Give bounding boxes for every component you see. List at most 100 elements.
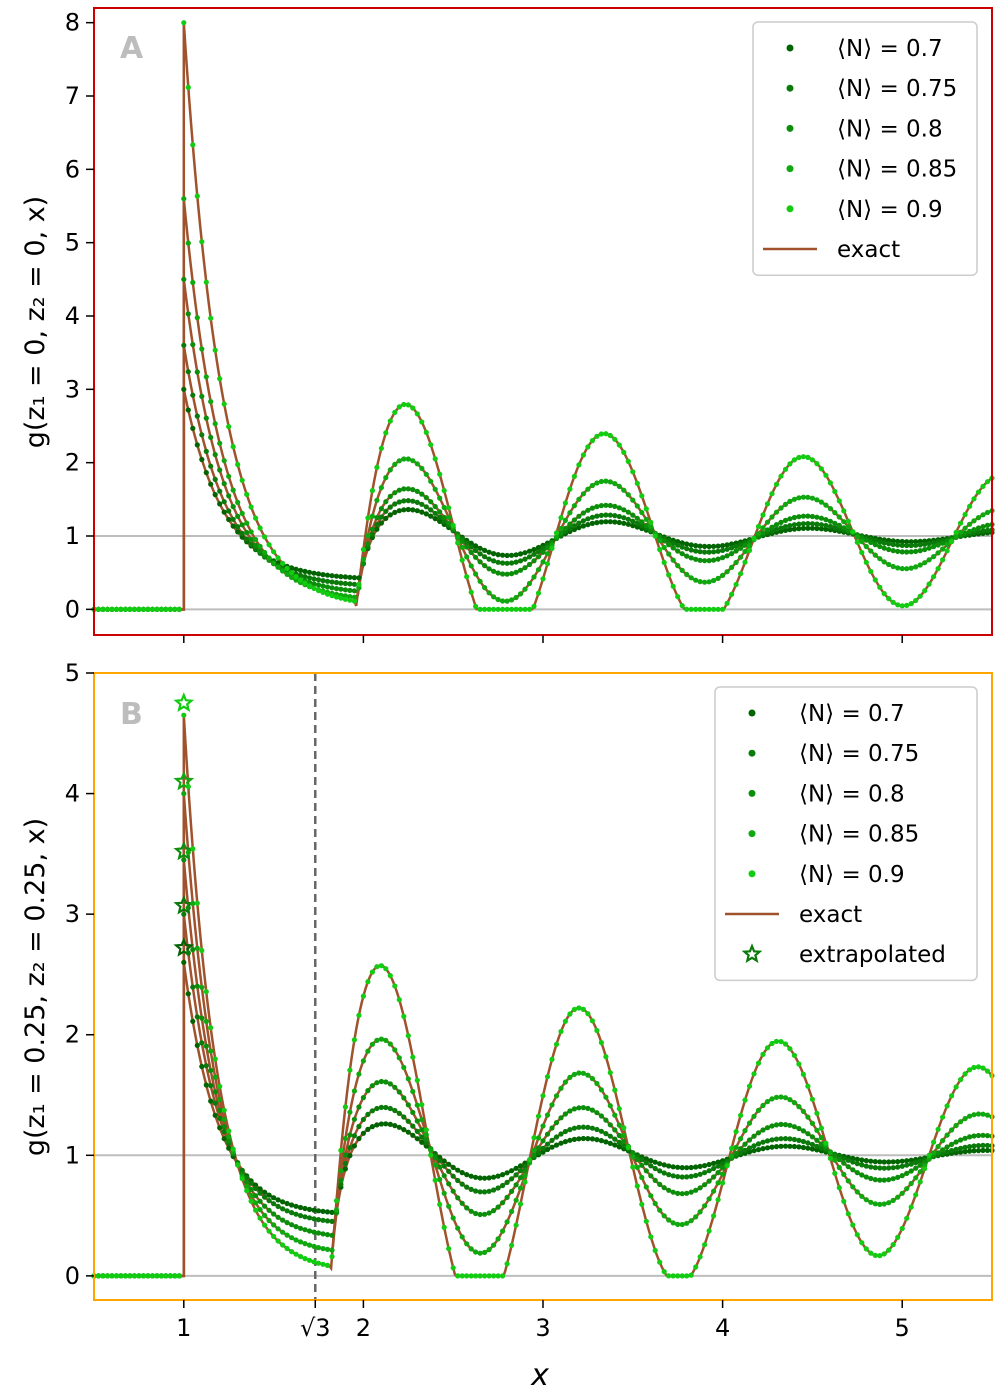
data-point [594,504,600,510]
data-point [226,424,232,430]
data-point [495,570,501,576]
data-point [661,1213,667,1219]
data-point [280,1217,286,1223]
data-point [958,1145,964,1151]
data-point [118,1273,124,1279]
data-point [814,521,820,527]
data-point [410,1054,416,1060]
data-point [414,1118,420,1124]
data-point [643,1168,649,1174]
data-point [504,606,510,612]
data-point [634,1156,640,1163]
data-point [980,512,986,518]
data-point [639,1201,645,1207]
data-point [724,1163,730,1169]
data-point [760,1127,766,1133]
data-point [185,311,191,317]
data-point [877,584,883,590]
data-point [832,1157,838,1163]
data-point [226,1128,232,1134]
data-point [468,540,474,546]
data-point [980,524,986,530]
data-point [248,1186,254,1192]
data-point [962,525,968,531]
data-point [446,1168,452,1174]
data-point [455,1225,461,1231]
data-point [773,1122,780,1128]
data-point [500,1228,506,1234]
data-point [289,565,295,571]
data-point [949,539,955,545]
data-point [715,1159,721,1165]
data-point [315,1208,322,1214]
data-point [410,1088,416,1095]
data-point [899,549,905,555]
data-point [517,1201,524,1207]
data-point [297,1253,304,1260]
data-point [549,1144,555,1150]
data-point [396,508,402,514]
data-point [814,525,820,532]
data-point [468,589,474,595]
data-point [895,548,901,555]
data-point [693,577,699,583]
data-point [562,517,569,524]
data-point [356,1136,362,1142]
data-point [787,461,793,467]
data-point [257,1190,263,1196]
data-point [571,1071,578,1077]
data-point [684,571,690,578]
data-point [657,1259,663,1265]
data-point [311,581,317,587]
data-point [868,548,874,554]
data-point [235,461,241,468]
data-point [935,1150,941,1156]
data-point [975,1148,982,1154]
data-point [984,1142,991,1149]
legend-label: ⟨N⟩ = 0.8 [837,116,943,142]
data-point [877,1165,883,1171]
data-point [558,530,564,536]
data-point [190,947,196,953]
data-point [711,1160,717,1166]
data-point [908,1157,914,1163]
data-point [549,1125,555,1131]
data-point [401,1064,407,1071]
data-point [652,533,658,539]
legend-marker [748,749,756,757]
data-point [612,1142,618,1148]
data-point [787,516,793,522]
data-point [639,523,645,529]
data-point [738,1146,744,1152]
data-point [980,528,986,534]
data-point [199,947,205,954]
data-point [755,1060,762,1066]
data-point [522,1173,528,1179]
data-point [464,544,470,550]
data-point [818,522,825,528]
data-point [746,543,753,549]
data-point [675,542,681,548]
data-point [535,1150,542,1156]
data-point [679,1221,685,1228]
data-point [630,497,636,503]
data-point [724,553,730,559]
data-point [984,522,991,529]
data-point [872,1159,878,1165]
data-point [477,551,483,557]
data-point [621,487,627,493]
data-point [868,1158,874,1164]
y-tick-label: 2 [65,449,80,477]
legend-exact-label: exact [799,902,862,928]
data-point [495,1273,501,1279]
data-point [504,1179,510,1185]
data-point [778,1136,784,1142]
data-point [248,541,254,548]
data-point [257,1198,263,1204]
data-point [275,1203,281,1209]
data-point [715,1170,721,1176]
data-point [387,467,393,473]
data-point [872,542,878,548]
data-point [791,1052,798,1058]
data-point [576,1136,582,1142]
